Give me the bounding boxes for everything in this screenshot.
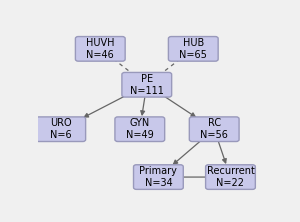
Text: RC
N=56: RC N=56 (200, 118, 228, 140)
Text: Primary
N=34: Primary N=34 (140, 166, 177, 188)
FancyBboxPatch shape (206, 165, 255, 189)
FancyBboxPatch shape (122, 72, 172, 97)
FancyBboxPatch shape (115, 117, 165, 141)
Text: HUVH
N=46: HUVH N=46 (86, 38, 115, 60)
Text: Recurrent
N=22: Recurrent N=22 (206, 166, 254, 188)
FancyBboxPatch shape (75, 37, 125, 61)
FancyBboxPatch shape (168, 37, 218, 61)
FancyBboxPatch shape (36, 117, 86, 141)
Text: URO
N=6: URO N=6 (50, 118, 72, 140)
Text: PE
N=111: PE N=111 (130, 73, 164, 96)
Text: GYN
N=49: GYN N=49 (126, 118, 154, 140)
FancyBboxPatch shape (134, 165, 183, 189)
FancyBboxPatch shape (189, 117, 239, 141)
Text: HUB
N=65: HUB N=65 (179, 38, 207, 60)
